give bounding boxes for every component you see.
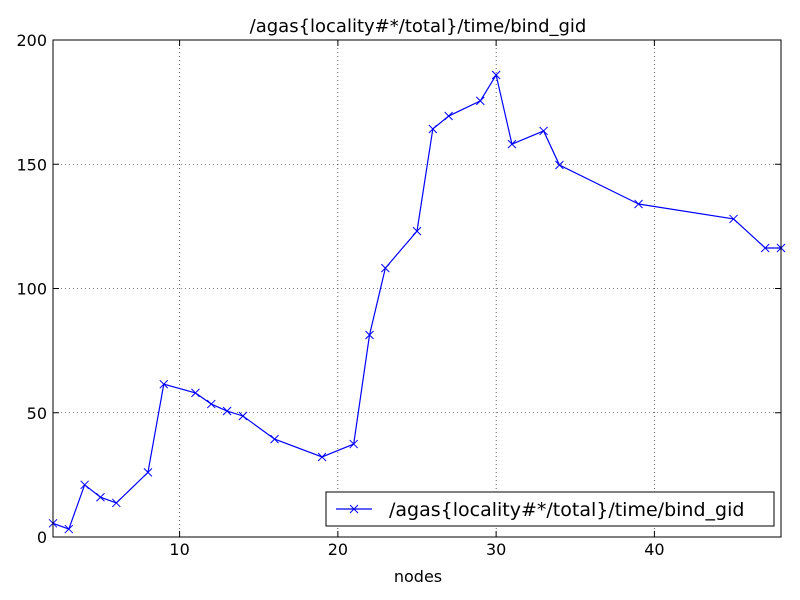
legend-marker bbox=[349, 504, 359, 514]
marker bbox=[475, 96, 485, 106]
marker bbox=[159, 379, 169, 389]
marker bbox=[729, 214, 738, 224]
marker bbox=[96, 492, 105, 502]
marker bbox=[64, 524, 74, 534]
marker bbox=[206, 399, 216, 409]
legend-label: /agas{locality#*/total}/time/bind_gid bbox=[389, 499, 744, 521]
marker bbox=[365, 330, 374, 340]
marker bbox=[191, 388, 200, 398]
marker bbox=[143, 468, 153, 477]
marker bbox=[349, 439, 359, 449]
marker bbox=[317, 452, 327, 462]
y-tick-label: 100 bbox=[16, 280, 47, 299]
marker bbox=[444, 111, 454, 121]
y-tick-label: 200 bbox=[16, 31, 47, 50]
plot-frame bbox=[52, 39, 782, 538]
y-tick-label: 0 bbox=[37, 528, 47, 547]
marker bbox=[491, 70, 501, 80]
chart-title: /agas{locality#*/total}/time/bind_gid bbox=[250, 16, 587, 37]
marker bbox=[222, 406, 232, 416]
x-tick-label: 20 bbox=[328, 540, 348, 559]
marker bbox=[80, 480, 90, 490]
marker bbox=[760, 243, 770, 253]
legend-box bbox=[325, 491, 775, 527]
marker bbox=[111, 498, 121, 508]
marker bbox=[555, 160, 564, 170]
marker bbox=[507, 139, 517, 149]
x-axis-label: nodes bbox=[394, 567, 442, 586]
x-tick-label: 40 bbox=[644, 540, 664, 559]
marker bbox=[428, 124, 438, 134]
marker bbox=[270, 434, 279, 444]
x-tick-label: 30 bbox=[486, 540, 506, 559]
marker bbox=[634, 199, 643, 209]
marker bbox=[412, 226, 422, 236]
marker bbox=[539, 126, 548, 136]
marker bbox=[380, 263, 390, 273]
y-tick-label: 150 bbox=[16, 155, 47, 174]
marker bbox=[238, 411, 248, 421]
line bbox=[52, 73, 781, 530]
x-tick-label: 10 bbox=[169, 540, 189, 559]
y-tick-label: 50 bbox=[27, 404, 47, 423]
